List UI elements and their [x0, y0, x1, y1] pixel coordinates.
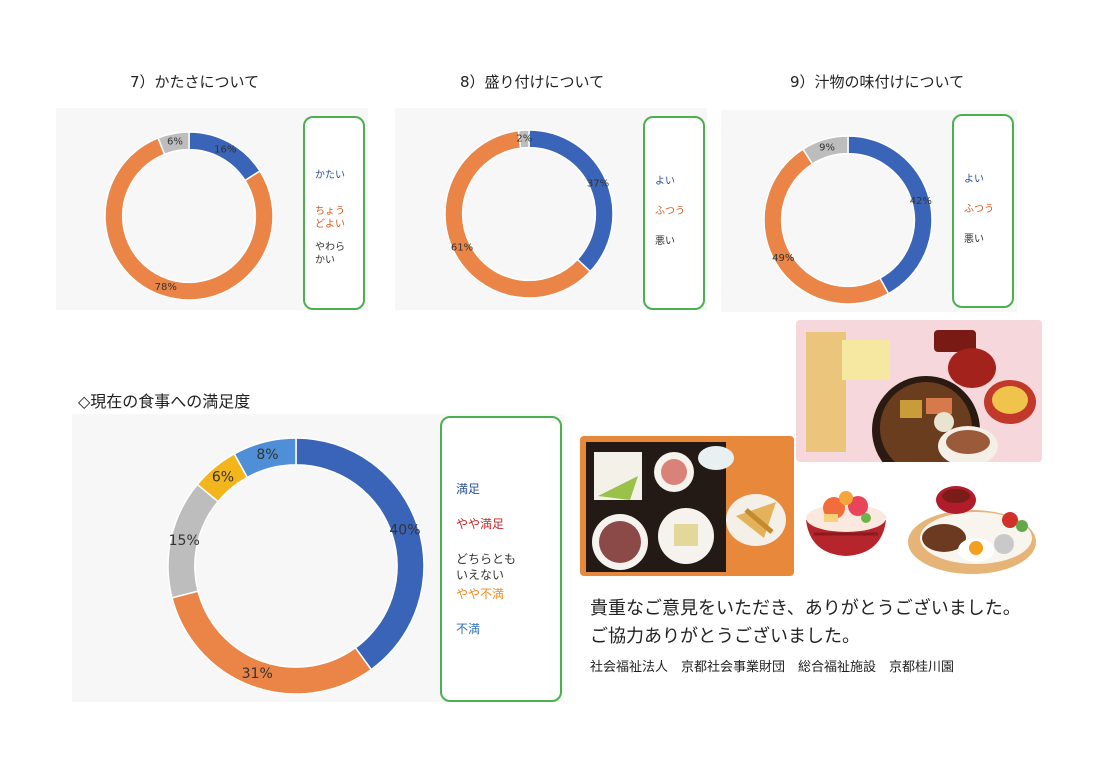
legend-item-5: 不満 [456, 622, 481, 636]
overall-title: ◇現在の食事への満足度 [78, 392, 251, 411]
hamburg-plate-illustration [904, 480, 1040, 578]
chart9-legend: よい ふつう 悪い [952, 114, 1014, 308]
legend-item-2: ふつう [655, 206, 685, 217]
legend-item-1: よい [655, 176, 675, 187]
donut-slice-1 [528, 129, 614, 273]
organization-name: 社会福祉法人 京都社会事業財団 総合福祉施設 京都桂川園 [590, 660, 955, 675]
washoku-tray-photo [580, 436, 794, 576]
legend-item-3: やわら かい [315, 242, 345, 266]
donut-slice-3 [517, 129, 530, 150]
legend-item-2: ちょう どよい [315, 206, 345, 230]
chart8-title: 8）盛り付けについて [460, 73, 605, 91]
donut-slice-5 [233, 437, 297, 479]
overall-legend: 満足やや満足どちらとも いえないやや不満不満 [440, 416, 562, 702]
data-label-3: 6% [167, 137, 183, 148]
data-label-2: 31% [242, 666, 273, 682]
chart8-legend: よい ふつう 悪い [643, 116, 705, 310]
chart9-title: 9）汁物の味付けについて [790, 73, 965, 91]
data-label-4: 6% [212, 470, 234, 486]
legend-item-3: 悪い [655, 236, 675, 247]
data-label-5: 8% [256, 447, 278, 463]
legend-item-1: よい [964, 174, 984, 185]
legend-item-3: どちらとも いえない [456, 552, 517, 582]
legend-item-1: 満足 [456, 482, 481, 496]
donut-slice-3 [157, 131, 190, 156]
data-label-1: 40% [389, 523, 420, 539]
data-label-3: 2% [516, 133, 532, 144]
festive-meal-photo [796, 320, 1042, 462]
data-label-1: 42% [910, 196, 932, 207]
legend-item-2: やや満足 [456, 517, 505, 531]
chart7-donut: 16% 78% 6% [104, 131, 274, 301]
legend-item-4: やや不満 [456, 587, 505, 601]
chart9-donut: 42% 49% 9% [763, 135, 933, 305]
donut-slice-3 [801, 135, 849, 166]
data-label-1: 16% [214, 145, 236, 156]
overall-donut: 40% 31% 15% 6% 8% [167, 437, 425, 695]
donut-slice-1 [188, 131, 261, 182]
chart8-donut: 37% 61% 2% [444, 129, 614, 299]
data-label-2: 78% [155, 282, 177, 293]
data-label-2: 49% [772, 253, 794, 264]
donut-slice-1 [295, 437, 425, 671]
donut-slice-2 [104, 136, 274, 301]
chart7-legend: かたいちょう どよい やわら かい [303, 116, 365, 310]
data-label-3: 9% [819, 142, 835, 153]
data-label-2: 61% [451, 243, 473, 254]
donut-slice-2 [763, 148, 890, 305]
legend-item-3: 悪い [964, 234, 984, 245]
kaisendon-illustration [800, 474, 892, 566]
thanks-message-1: 貴重なご意見をいただき、ありがとうございました。 [590, 598, 1021, 619]
legend-item-2: ふつう [964, 204, 994, 215]
donut-slice-2 [444, 129, 592, 299]
legend-item-1: かたい [315, 170, 345, 181]
donut-slice-1 [847, 135, 933, 295]
data-label-1: 37% [587, 179, 609, 190]
thanks-message-2: ご協力ありがとうございました。 [590, 626, 860, 647]
chart7-title: 7）かたさについて [130, 73, 260, 91]
data-label-3: 15% [169, 533, 200, 549]
